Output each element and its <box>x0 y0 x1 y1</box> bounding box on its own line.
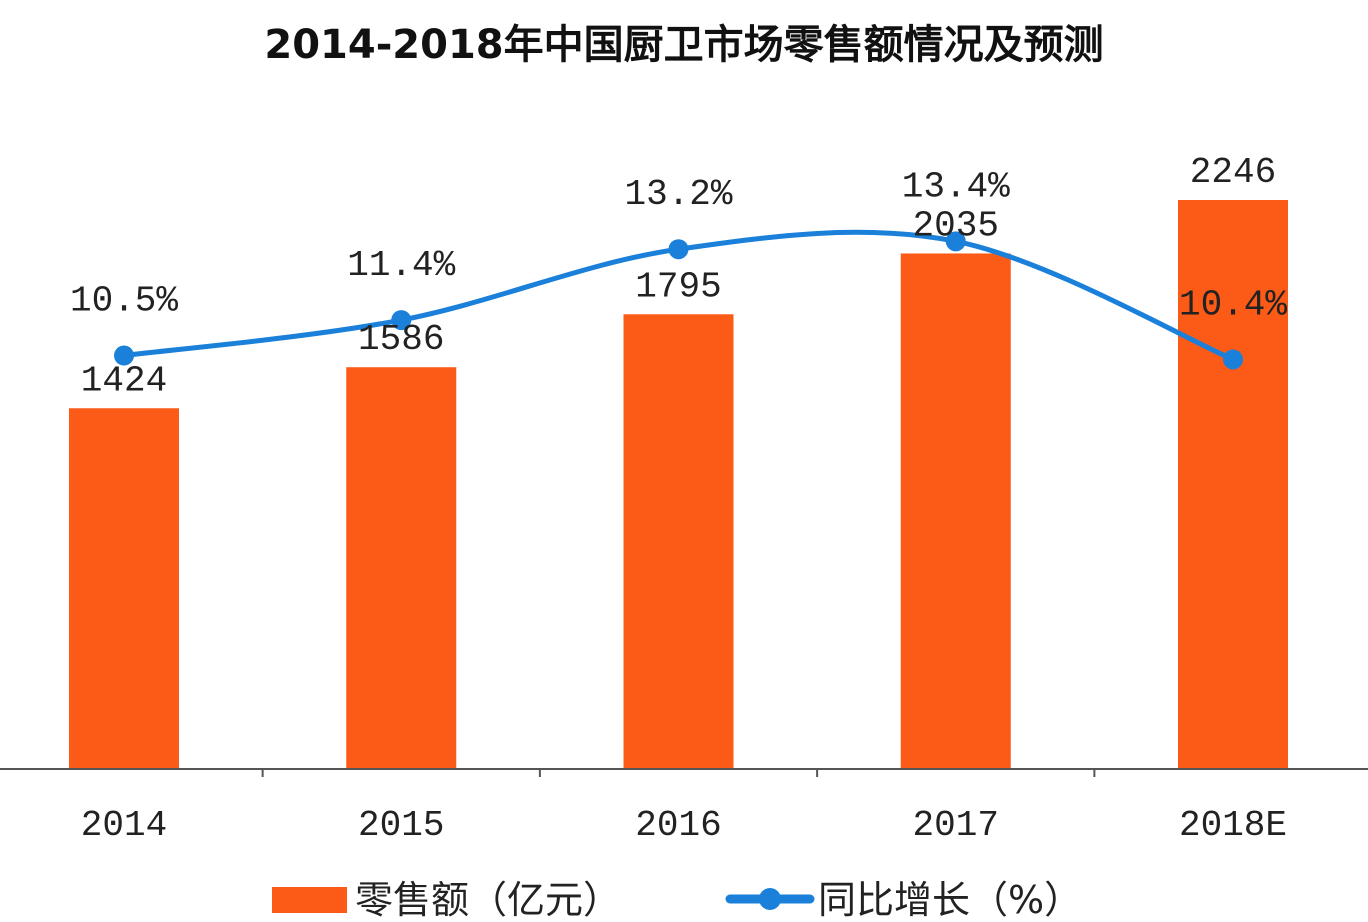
legend-swatch-bar <box>272 887 347 913</box>
growth-value-label: 10.4% <box>1179 284 1287 325</box>
bar-value-label: 1424 <box>81 360 167 401</box>
legend-swatch-marker <box>759 888 781 910</box>
bar-2017 <box>900 253 1011 769</box>
growth-point-2018E <box>1223 349 1243 370</box>
growth-value-label: 13.4% <box>902 166 1010 207</box>
legend-label-line: 同比增长（%） <box>818 878 1082 922</box>
growth-value-label: 10.5% <box>70 281 178 322</box>
x-tick-label: 2018E <box>1179 805 1287 846</box>
bar-value-label: 1795 <box>635 266 721 307</box>
x-tick-label: 2015 <box>358 805 444 846</box>
growth-point-2017 <box>945 231 966 252</box>
bar-2016 <box>623 314 734 769</box>
x-tick-label: 2017 <box>913 805 999 846</box>
growth-value-label: 13.2% <box>624 174 732 215</box>
bar-2018E <box>1178 200 1288 770</box>
bar-value-label: 2246 <box>1190 152 1276 193</box>
growth-value-label: 11.4% <box>347 245 455 286</box>
growth-point-2014 <box>114 345 134 366</box>
x-tick-label: 2016 <box>635 805 721 846</box>
bar-value-label: 2035 <box>913 205 999 246</box>
bar-value-label: 1586 <box>358 319 444 360</box>
legend: 零售额（亿元） 同比增长（%） <box>272 878 1082 922</box>
x-tick-label: 2014 <box>81 805 167 846</box>
growth-point-2016 <box>668 239 689 260</box>
bar-2014 <box>69 408 179 769</box>
growth-point-2015 <box>391 310 412 331</box>
chart-title: 2014-2018年中国厨卫市场零售额情况及预测 <box>264 22 1103 68</box>
legend-label-bar: 零售额（亿元） <box>355 878 621 922</box>
bar-2015 <box>346 367 457 769</box>
